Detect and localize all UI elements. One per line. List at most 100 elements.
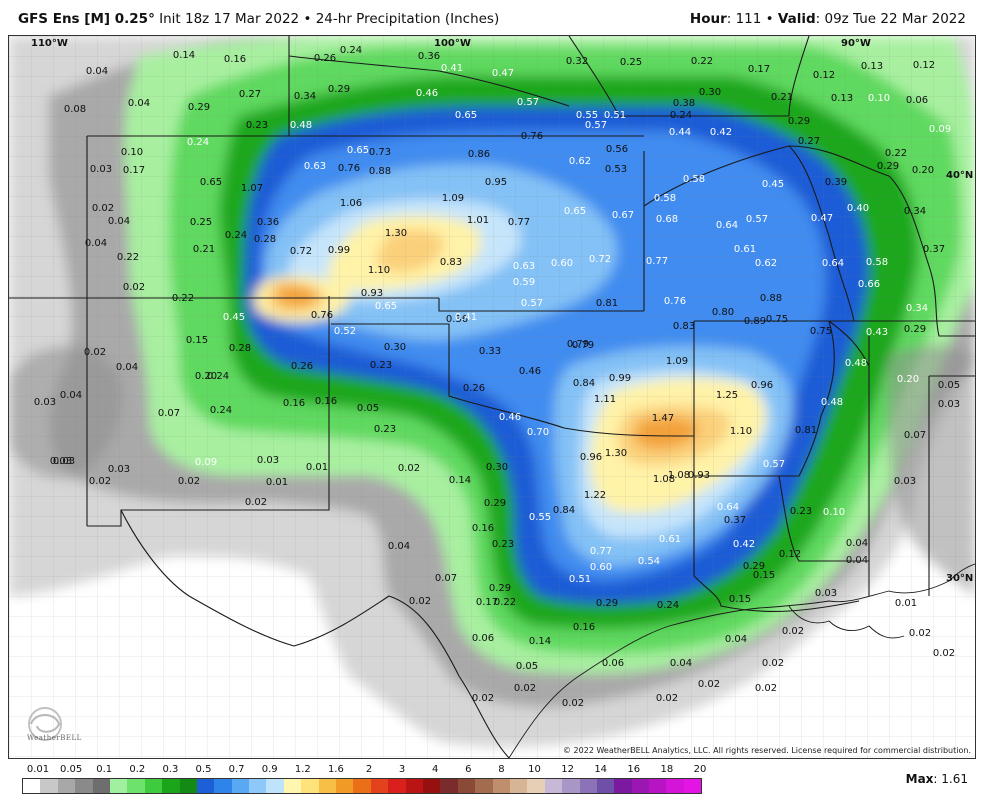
max-value-label: Max: 1.61 bbox=[905, 772, 968, 786]
precip-value-label: 0.37 bbox=[724, 515, 746, 526]
precip-value-label: 0.16 bbox=[224, 54, 246, 65]
precip-value-label: 0.04 bbox=[846, 538, 868, 549]
precip-value-label: 0.27 bbox=[798, 136, 820, 147]
precip-value-label: 0.96 bbox=[751, 380, 773, 391]
state-borders bbox=[9, 36, 975, 758]
precip-value-label: 0.04 bbox=[86, 66, 108, 77]
legend-tick-label: 1.6 bbox=[327, 764, 344, 775]
border-ne-sd bbox=[288, 55, 570, 107]
precip-value-label: 0.02 bbox=[84, 347, 106, 358]
precip-value-label: 0.77 bbox=[646, 256, 668, 267]
precip-value-label: 0.14 bbox=[173, 50, 195, 61]
precip-value-label: 0.81 bbox=[596, 298, 618, 309]
precip-value-label: 0.57 bbox=[746, 214, 768, 225]
border-ia bbox=[568, 36, 810, 117]
precip-value-label: 0.10 bbox=[868, 93, 890, 104]
precip-value-label: 0.15 bbox=[729, 594, 751, 605]
precip-value-label: 0.20 bbox=[195, 371, 217, 382]
precip-value-label: 0.34 bbox=[906, 303, 928, 314]
precip-value-label: 0.02 bbox=[698, 679, 720, 690]
precip-value-label: 0.43 bbox=[866, 327, 888, 338]
precip-value-label: 0.23 bbox=[374, 424, 396, 435]
precip-value-label: 0.07 bbox=[904, 430, 926, 441]
precip-value-label: 0.04 bbox=[388, 541, 410, 552]
precip-value-label: 0.28 bbox=[229, 343, 251, 354]
precip-value-label: 0.02 bbox=[472, 693, 494, 704]
precip-value-label: 0.60 bbox=[590, 562, 612, 573]
precip-value-label: 0.02 bbox=[656, 693, 678, 704]
precip-value-label: 0.58 bbox=[654, 193, 676, 204]
legend-tick-label: 0.3 bbox=[162, 764, 179, 775]
legend-tick-label: 0.9 bbox=[261, 764, 278, 775]
precip-value-label: 0.16 bbox=[283, 398, 305, 409]
product-name: 24-hr Precipitation (Inches) bbox=[315, 11, 500, 27]
legend-swatch bbox=[353, 779, 371, 793]
legend-tick-label: 8 bbox=[498, 764, 505, 775]
precip-value-label: 0.05 bbox=[516, 661, 538, 672]
valid-label: Valid bbox=[777, 11, 816, 27]
precip-value-label: 0.04 bbox=[60, 390, 82, 401]
precip-value-label: 0.36 bbox=[257, 217, 279, 228]
precip-value-label: 1.22 bbox=[584, 490, 606, 501]
precip-value-label: 0.65 bbox=[375, 301, 397, 312]
legend-swatch bbox=[562, 779, 580, 793]
precip-value-label: 0.88 bbox=[760, 293, 782, 304]
precip-value-label: 0.70 bbox=[527, 427, 549, 438]
precip-value-label: 0.25 bbox=[190, 217, 212, 228]
precip-value-label: 0.10 bbox=[823, 507, 845, 518]
precip-value-label: 0.62 bbox=[755, 258, 777, 269]
legend-tick-label: 14 bbox=[594, 764, 608, 775]
legend-ticks: 0.01 0.05 0.1 0.2 0.3 0.5 0.7 0.9 1.2 1.6 2 3 4 6 8 10 1… bbox=[22, 764, 707, 778]
precip-value-label: 0.29 bbox=[904, 324, 926, 335]
precip-value-label: 0.76 bbox=[338, 163, 360, 174]
precip-value-label: 0.12 bbox=[813, 70, 835, 81]
precip-value-label: 0.24 bbox=[670, 110, 692, 121]
precip-value-label: 0.45 bbox=[762, 179, 784, 190]
precip-value-label: 0.24 bbox=[187, 137, 209, 148]
precip-value-label: 0.24 bbox=[210, 405, 232, 416]
precip-value-label: 0.03 bbox=[938, 399, 960, 410]
precip-value-label: 0.12 bbox=[779, 549, 801, 560]
precip-value-label: 0.61 bbox=[734, 244, 756, 255]
legend-swatch bbox=[214, 779, 232, 793]
legend-tick-label: 0.5 bbox=[195, 764, 212, 775]
legend-swatch bbox=[457, 779, 476, 793]
precip-value-label: 0.93 bbox=[361, 288, 383, 299]
color-legend: 0.01 0.05 0.1 0.2 0.3 0.5 0.7 0.9 1.2 1.6 2 3 4 6 8 10 1… bbox=[22, 764, 707, 794]
legend-swatch bbox=[179, 779, 197, 793]
legend-tick-label: 0.05 bbox=[59, 764, 83, 775]
legend-tick-label: 3 bbox=[398, 764, 406, 775]
lon-90-label: 90°W bbox=[841, 38, 871, 49]
precip-value-label: 0.36 bbox=[418, 51, 440, 62]
precip-value-label: 0.41 bbox=[441, 63, 463, 74]
precip-value-label: 0.23 bbox=[790, 506, 812, 517]
legend-tick-label: 18 bbox=[660, 764, 674, 775]
precip-value-label: 0.03 bbox=[34, 397, 56, 408]
precip-value-label: 0.63 bbox=[304, 161, 326, 172]
precip-value-label: 0.76 bbox=[521, 131, 543, 142]
precip-value-label: 0.79 bbox=[572, 340, 594, 351]
map-canvas: 110°W 100°W 90°W 40°N 30°N 0.14 0.160.240… bbox=[9, 36, 975, 758]
precip-value-label: 0.04 bbox=[725, 634, 747, 645]
precip-value-label: 0.57 bbox=[763, 459, 785, 470]
precip-value-label: 0.57 bbox=[517, 97, 539, 108]
precip-value-label: 0.76 bbox=[311, 310, 333, 321]
precip-value-label: 0.37 bbox=[923, 244, 945, 255]
legend-swatch bbox=[57, 779, 76, 793]
legend-swatch bbox=[683, 779, 702, 793]
valid-value: : 09z Tue 22 Mar 2022 bbox=[815, 11, 966, 27]
precip-value-label: 0.01 bbox=[266, 477, 288, 488]
precip-value-label: 0.04 bbox=[128, 98, 150, 109]
legend-swatch bbox=[509, 779, 528, 793]
legend-swatch bbox=[301, 779, 319, 793]
precip-value-label: 0.14 bbox=[529, 636, 551, 647]
model-name: GFS Ens [M] 0.25 bbox=[18, 11, 149, 27]
precip-value-label: 0.23 bbox=[370, 360, 392, 371]
border-wy-co bbox=[87, 36, 290, 137]
precip-value-label: 0.22 bbox=[494, 597, 516, 608]
precip-value-label: 0.02 bbox=[762, 658, 784, 669]
precip-value-label: 0.88 bbox=[369, 166, 391, 177]
precip-value-label: 0.16 bbox=[315, 396, 337, 407]
precip-value-label: 1.09 bbox=[442, 193, 464, 204]
copyright-notice: © 2022 WeatherBELL Analytics, LLC. All r… bbox=[563, 746, 971, 755]
